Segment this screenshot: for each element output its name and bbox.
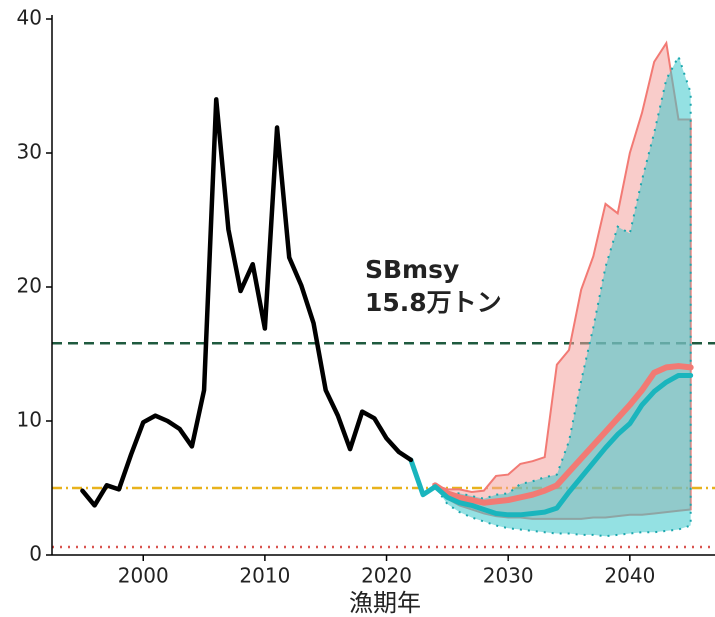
band: [434, 54, 692, 538]
annotation: SBmsy: [365, 255, 459, 284]
y-tick-label: 0: [29, 542, 42, 566]
x-tick-label: 2010: [239, 564, 290, 588]
series-line: [432, 363, 694, 506]
x-axis-label: 漁期年: [349, 589, 421, 617]
series-line: [80, 97, 414, 508]
x-tick-label: 2020: [361, 564, 412, 588]
x-tick-label: 2040: [604, 564, 655, 588]
x-tick-label: 2030: [483, 564, 534, 588]
series-line: [408, 372, 694, 518]
x-tick-label: 2000: [118, 564, 169, 588]
annotation: 15.8万トン: [365, 288, 502, 317]
y-tick-label: 20: [17, 274, 42, 298]
y-tick-label: 40: [17, 6, 42, 30]
y-tick-label: 10: [17, 408, 42, 432]
y-tick-label: 30: [17, 140, 42, 164]
